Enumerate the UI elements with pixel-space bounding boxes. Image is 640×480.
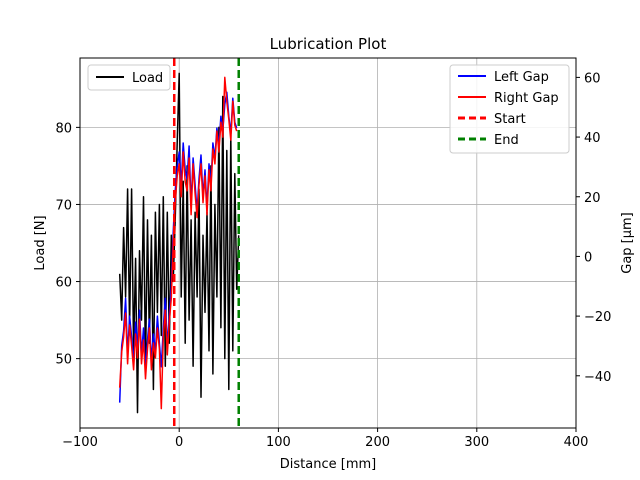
x-axis-ticks: −100 0 100 200 300 400 — [62, 428, 588, 450]
left-y-tick-label: 80 — [55, 121, 72, 136]
legend-right: Left Gap Right Gap Start End — [449, 64, 570, 154]
right-y-tick-label: 0 — [584, 250, 592, 265]
legend-left: Load — [87, 64, 171, 91]
legend-left-box — [87, 64, 171, 91]
right-y-tick-label: 20 — [584, 191, 601, 206]
right-y-tick-label: 60 — [584, 71, 601, 86]
legend-right-gap-label: Right Gap — [494, 91, 559, 106]
x-tick-label: −100 — [62, 435, 98, 450]
vertical-markers — [172, 58, 240, 428]
legend-right-box — [449, 64, 570, 154]
x-tick-label: 400 — [564, 435, 589, 450]
left-y-axis-ticks: 50 60 70 80 — [55, 121, 80, 368]
legend-start-label: Start — [494, 112, 526, 127]
left-y-tick-label: 50 — [55, 353, 72, 368]
x-axis-label: Distance [mm] — [280, 457, 376, 472]
series-lines — [118, 72, 240, 414]
legend-left-gap-label: Left Gap — [494, 70, 549, 85]
left-y-tick-label: 60 — [55, 276, 72, 291]
series-right-gap-line — [118, 76, 238, 410]
right-y-axis-label: Gap [µm] — [620, 212, 635, 274]
x-tick-label: 300 — [464, 435, 489, 450]
x-tick-label: 0 — [175, 435, 183, 450]
plot-area-frame — [79, 57, 577, 429]
right-y-tick-label: 40 — [584, 131, 601, 146]
legend-load-label: Load — [132, 71, 163, 86]
x-tick-label: 100 — [266, 435, 291, 450]
left-y-tick-label: 70 — [55, 198, 72, 213]
legend-end-label: End — [494, 133, 519, 148]
right-y-axis-ticks: −40 −20 0 20 40 60 — [576, 71, 611, 385]
x-tick-label: 200 — [365, 435, 390, 450]
right-y-tick-label: −20 — [584, 310, 611, 325]
left-y-axis-label: Load [N] — [33, 215, 48, 270]
right-y-tick-label: −40 — [584, 370, 611, 385]
series-load-line — [118, 72, 240, 414]
chart-title: Lubrication Plot — [270, 35, 387, 53]
